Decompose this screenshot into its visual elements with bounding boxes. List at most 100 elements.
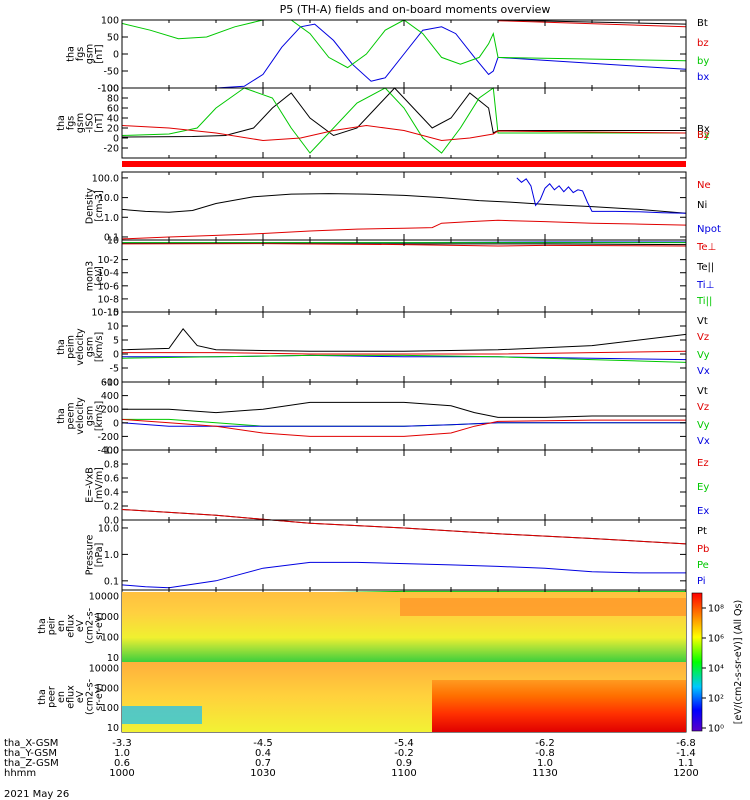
series-temperature-Te (121, 243, 687, 247)
ephemeris-row-label: tha_Y-GSM (4, 748, 57, 759)
y-axis-label: -ISO (85, 113, 96, 133)
y-axis-label: (cm2-s- (85, 679, 96, 715)
y-axis-label: eV (75, 690, 86, 703)
ephemeris-row-label: tha_X-GSM (4, 738, 58, 749)
y-tick-label: 0.0 (104, 516, 119, 527)
y-axis-label: tha (66, 46, 77, 62)
series-density-Npot (516, 177, 687, 214)
colorbar-tick-label: 10⁰ (708, 724, 724, 735)
colorbar (691, 592, 703, 732)
y-tick-label: 0 (113, 134, 119, 145)
ephemeris-flag-bar (122, 161, 686, 167)
y-tick-label: -400 (97, 446, 119, 457)
y-axis-label: fgs (75, 47, 86, 61)
series-pressure-Pb (121, 509, 687, 545)
series-fgs-gsm-by (121, 19, 687, 69)
y-axis-label: sr-eV) (94, 683, 105, 711)
peir-high-energy-band (400, 598, 686, 616)
y-tick-label: 100.0 (92, 173, 119, 184)
legend-entry: Ti⊥ (696, 280, 714, 291)
y-tick-label: 0 (113, 50, 119, 61)
y-axis-label: [nPa] (94, 543, 105, 568)
y-tick-label: 100 (101, 633, 119, 644)
series-peim-velocity-Vz (122, 350, 687, 355)
panel-temperature: 10 10-2 10-4 10-6 10-8 10-10 mom3[eV] Te⊥ Te|| Ti… (85, 236, 717, 319)
panel-density: 100.0 10.0 1.0 0.1 Density[cm-3] Ne Ni Npot (85, 171, 721, 243)
y-axis-label: gsm (75, 113, 86, 133)
x-tick-label: -5.4 (394, 738, 414, 749)
legend-entry: bz (697, 38, 709, 49)
y-tick-label: 10-6 (97, 281, 119, 292)
y-tick-label: 40 (107, 114, 119, 125)
y-axis-label: gsm (85, 406, 96, 426)
legend-entry: Pt (697, 526, 707, 537)
peer-low-energy-patch (122, 706, 202, 724)
y-axis-label: en (56, 691, 67, 703)
peer-spectrogram (122, 662, 686, 732)
x-tick-label: -6.8 (676, 738, 696, 749)
y-tick-label: 1.0 (104, 213, 119, 224)
x-tick-label: -6.2 (535, 738, 555, 749)
y-tick-label: 10.0 (98, 523, 119, 534)
colorbar-tick-label: 10⁸ (708, 604, 724, 615)
y-axis-label: fgs (66, 116, 77, 130)
chart-title: P5 (TH-A) fields and on-board moments ov… (280, 3, 551, 16)
series-density-Ni (121, 193, 687, 214)
x-tick-label: -0.2 (394, 748, 414, 759)
y-tick-label: 50 (107, 33, 119, 44)
y-axis-label: velocity (75, 328, 86, 366)
legend-entry: Bx (697, 124, 710, 135)
y-tick-label: 60 (107, 104, 119, 115)
legend-entry: by (697, 56, 709, 67)
y-tick-label: -20 (103, 144, 119, 155)
x-tick-label: 1.1 (678, 758, 694, 769)
y-axis-label: eflux (66, 685, 77, 709)
y-axis-label: tha (37, 618, 48, 634)
legend-entry: Bz (697, 130, 709, 141)
y-tick-label: 100 (101, 703, 119, 714)
y-tick-label: 10-2 (97, 255, 119, 266)
y-axis-label: eflux (66, 614, 77, 638)
y-tick-label: 0 (113, 350, 119, 361)
y-tick-label: 1000 (95, 683, 119, 694)
legend-entry: Ne (697, 180, 711, 191)
panel-frame (121, 239, 687, 313)
y-tick-label: -10 (103, 378, 119, 389)
series-peem-velocity-Vt (122, 401, 686, 418)
y-tick-label: 10-10 (91, 308, 119, 319)
y-tick-label: 0.1 (104, 576, 119, 587)
y-axis-label: [cm-3] (94, 190, 105, 221)
y-axis-label: [nT] (94, 113, 105, 132)
legend-entry: Npot (697, 224, 721, 235)
y-tick-label: 10.0 (98, 193, 119, 204)
x-axis-ephemeris: tha_X-GSM -3.3 -4.5 -5.4 -6.2 -6.8 tha_Y-GSM 1.… (4, 738, 699, 779)
colorbar-ticks: 10⁸ 10⁶ 10⁴ 10² 10⁰ (702, 604, 724, 735)
x-tick-label: 1.0 (114, 748, 130, 759)
y-tick-label: 80 (107, 94, 119, 105)
legend-entry: bx (697, 72, 709, 83)
y-axis-label: tha (56, 339, 67, 355)
legend-entry: Vt (697, 316, 708, 327)
y-axis-label: [km/s] (94, 401, 105, 431)
legend-entry: By (697, 130, 710, 141)
legend-entry: Te⊥ (696, 242, 716, 253)
x-tick-label: -0.8 (535, 748, 555, 759)
date-label: 2021 May 26 (4, 789, 69, 800)
series-fgs-gse-Bz (121, 124, 687, 142)
legend-entry: Ni (697, 200, 707, 211)
series-density-Ne (121, 219, 687, 240)
series-fgs-gse-By (121, 87, 686, 154)
y-tick-label: 200 (101, 405, 119, 416)
y-axis-label: peir (47, 617, 58, 636)
series-peim-velocity-Vt (121, 327, 687, 352)
series-fgs-gsm-bx (122, 23, 687, 89)
series-pressure-Pi (121, 561, 686, 589)
legend-entry: Vy (697, 350, 710, 361)
y-tick-label: 600 (101, 378, 119, 389)
legend-entry: Pi (697, 576, 706, 587)
legend-entry: Bt (697, 18, 708, 29)
colorbar-tick-label: 10⁶ (708, 634, 724, 645)
y-tick-label: 5 (113, 336, 119, 347)
